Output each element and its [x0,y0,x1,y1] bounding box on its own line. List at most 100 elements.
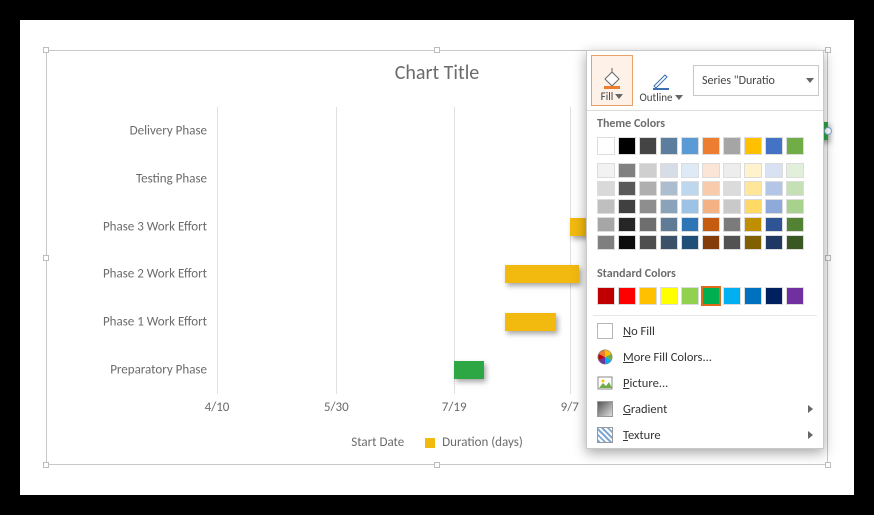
more-fill-colors-menu-item[interactable]: More Fill Colors... [587,344,823,370]
color-swatch[interactable] [723,287,741,305]
color-swatch[interactable] [660,287,678,305]
color-swatch[interactable] [618,137,636,155]
resize-handle-tr[interactable] [825,47,831,53]
color-swatch[interactable] [660,181,678,196]
color-swatch[interactable] [723,163,741,178]
color-swatch[interactable] [597,199,615,214]
color-swatch[interactable] [597,235,615,250]
color-swatch[interactable] [681,163,699,178]
resize-handle-bm[interactable] [434,462,440,468]
category-label[interactable]: Testing Phase [136,171,217,186]
resize-handle-ml[interactable] [43,255,49,261]
color-swatch[interactable] [723,137,741,155]
color-swatch[interactable] [681,181,699,196]
gradient-menu-item[interactable]: Gradient [587,396,823,422]
color-swatch[interactable] [702,287,720,305]
series-selector-text: Series "Duratio [702,74,775,88]
color-swatch[interactable] [702,181,720,196]
no-fill-menu-item[interactable]: No Fill [587,318,823,344]
resize-handle-bl[interactable] [43,462,49,468]
color-swatch[interactable] [702,163,720,178]
category-label[interactable]: Phase 3 Work Effort [103,219,217,234]
legend-swatch-duration [425,438,435,448]
outline-button-label: Outline [639,91,672,104]
gantt-bar[interactable] [505,313,556,331]
legend-item-duration[interactable]: Duration (days) [442,435,523,450]
color-swatch[interactable] [786,287,804,305]
color-swatch[interactable] [660,235,678,250]
color-swatch[interactable] [723,181,741,196]
resize-handle-br[interactable] [825,462,831,468]
color-swatch[interactable] [639,235,657,250]
category-label[interactable]: Phase 2 Work Effort [103,267,217,282]
color-swatch[interactable] [786,217,804,232]
color-swatch[interactable] [597,181,615,196]
category-label[interactable]: Phase 1 Work Effort [103,315,217,330]
color-swatch[interactable] [639,181,657,196]
color-swatch[interactable] [681,137,699,155]
outline-button[interactable]: Outline [635,55,687,106]
color-swatch[interactable] [681,287,699,305]
color-swatch[interactable] [765,199,783,214]
gantt-bar[interactable] [454,361,483,379]
color-swatch[interactable] [597,137,615,155]
color-swatch[interactable] [723,217,741,232]
color-swatch[interactable] [765,163,783,178]
color-swatch[interactable] [597,217,615,232]
resize-handle-tm[interactable] [434,47,440,53]
color-swatch[interactable] [702,199,720,214]
color-swatch[interactable] [786,235,804,250]
color-swatch[interactable] [618,287,636,305]
color-swatch[interactable] [786,181,804,196]
color-swatch[interactable] [744,287,762,305]
color-swatch[interactable] [765,181,783,196]
color-swatch[interactable] [723,199,741,214]
color-swatch[interactable] [660,217,678,232]
category-label[interactable]: Delivery Phase [130,123,217,138]
color-swatch[interactable] [744,181,762,196]
picture-menu-item[interactable]: Picture... [587,370,823,396]
color-swatch[interactable] [702,235,720,250]
color-swatch[interactable] [639,199,657,214]
fill-button[interactable]: Fill [591,55,633,106]
color-swatch[interactable] [744,199,762,214]
color-swatch[interactable] [681,235,699,250]
color-swatch[interactable] [765,217,783,232]
color-swatch[interactable] [786,137,804,155]
legend-item-start-date[interactable]: Start Date [351,435,404,450]
color-swatch[interactable] [618,163,636,178]
color-swatch[interactable] [723,235,741,250]
color-swatch[interactable] [618,217,636,232]
color-swatch[interactable] [744,217,762,232]
color-swatch[interactable] [744,235,762,250]
color-swatch[interactable] [618,181,636,196]
color-swatch[interactable] [786,199,804,214]
color-swatch[interactable] [660,137,678,155]
color-swatch[interactable] [681,199,699,214]
color-swatch[interactable] [597,163,615,178]
resize-handle-mr[interactable] [825,255,831,261]
color-swatch[interactable] [660,199,678,214]
color-swatch[interactable] [660,163,678,178]
gantt-bar[interactable] [505,265,579,283]
color-swatch[interactable] [618,199,636,214]
color-swatch[interactable] [702,137,720,155]
color-swatch[interactable] [744,163,762,178]
color-swatch[interactable] [744,137,762,155]
color-swatch[interactable] [765,137,783,155]
texture-menu-item[interactable]: Texture [587,422,823,448]
color-swatch[interactable] [639,137,657,155]
color-swatch[interactable] [786,163,804,178]
color-swatch[interactable] [765,235,783,250]
color-swatch[interactable] [639,287,657,305]
color-swatch[interactable] [681,217,699,232]
color-swatch[interactable] [765,287,783,305]
color-swatch[interactable] [618,235,636,250]
color-swatch[interactable] [639,163,657,178]
resize-handle-tl[interactable] [43,47,49,53]
series-selector[interactable]: Series "Duratio [693,65,819,96]
color-swatch[interactable] [702,217,720,232]
category-label[interactable]: Preparatory Phase [110,363,217,378]
color-swatch[interactable] [597,287,615,305]
color-swatch[interactable] [639,217,657,232]
